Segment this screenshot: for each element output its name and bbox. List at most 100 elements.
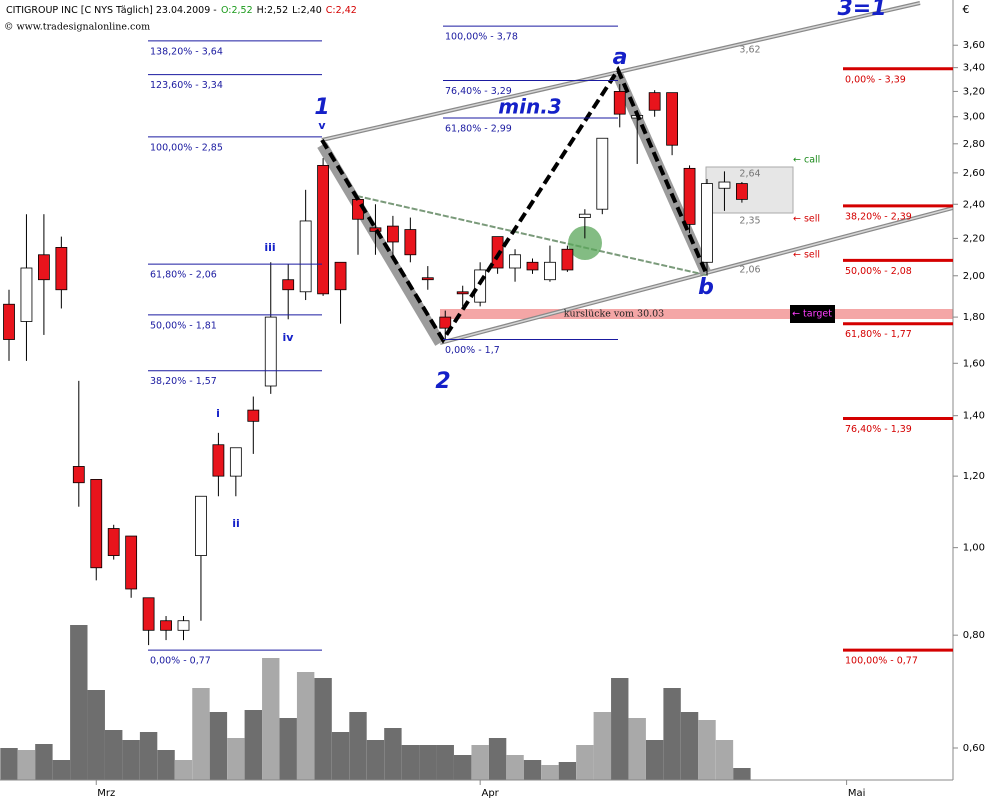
candle-body xyxy=(195,495,207,556)
candle-body xyxy=(90,479,103,569)
fib-label: 76,40% - 1,39 xyxy=(845,424,912,435)
breakout-marker xyxy=(568,226,602,260)
subwave-label: i xyxy=(216,407,220,420)
fib-label: 100,00% - 2,85 xyxy=(150,142,223,153)
volume-bar xyxy=(157,750,175,780)
candle-body xyxy=(666,92,678,146)
fib-label: 76,40% - 3,29 xyxy=(445,86,512,97)
y-tick-label: 3,60 xyxy=(963,40,985,51)
y-tick-label: 3,40 xyxy=(963,63,985,74)
candle-body xyxy=(177,620,190,631)
wave-path xyxy=(320,65,708,344)
volume-bar xyxy=(733,768,751,780)
volume-bar xyxy=(244,710,262,780)
volume-bar xyxy=(174,760,193,780)
candle-body xyxy=(334,261,347,291)
candle-body xyxy=(648,92,661,111)
wave-label: 1 xyxy=(314,95,329,120)
candle-body xyxy=(282,279,295,291)
volume-bar xyxy=(680,712,699,780)
volume-bar xyxy=(401,745,420,780)
fib-label: 100,00% - 3,78 xyxy=(445,32,518,43)
signal-call: ← call xyxy=(793,155,820,166)
candle-body xyxy=(107,528,120,556)
volume-bar xyxy=(523,760,542,780)
candle-body xyxy=(421,277,434,281)
y-tick-label: 1,40 xyxy=(963,411,985,422)
fib-label: 61,80% - 2,06 xyxy=(150,270,217,281)
candle-body xyxy=(474,269,487,303)
volume-bar xyxy=(506,755,524,780)
volume-bar xyxy=(192,688,210,780)
gap-band xyxy=(440,309,953,319)
candle-body xyxy=(404,229,417,256)
header: CITIGROUP INC [C NYS Täglich] 23.04.2009… xyxy=(6,5,357,16)
level-label: 2,64 xyxy=(739,169,760,180)
neckline xyxy=(356,195,707,276)
candle-body xyxy=(160,620,172,631)
volume-bar xyxy=(454,755,472,780)
y-tick-label: 1,20 xyxy=(963,471,985,482)
upper-channel-inner xyxy=(321,2,921,141)
y-tick-label: 2,00 xyxy=(963,271,985,282)
signal-sell: ← sell xyxy=(793,250,820,261)
candle-body xyxy=(386,225,399,243)
level-label: 2,06 xyxy=(739,265,760,276)
candle-body xyxy=(613,91,626,115)
level-label: 3,62 xyxy=(739,45,760,56)
y-tick-label: 2,60 xyxy=(963,168,985,179)
y-tick-label: 2,20 xyxy=(963,233,985,244)
fib-label: 38,20% - 1,57 xyxy=(150,376,217,387)
volume-bar xyxy=(279,718,297,780)
y-tick-label: 0,60 xyxy=(963,743,985,754)
candle-body xyxy=(142,597,155,631)
volume-bar xyxy=(715,740,734,780)
volume-bar xyxy=(471,745,489,780)
candle-body xyxy=(509,254,521,269)
fib-label: 61,80% - 2,99 xyxy=(445,124,512,135)
volume-bar xyxy=(663,688,681,780)
candle-body xyxy=(55,247,68,291)
x-tick-label: Mrz xyxy=(97,788,115,799)
y-tick-label: 1,60 xyxy=(963,358,985,369)
volume-bar xyxy=(331,732,350,780)
candle-body xyxy=(3,303,15,340)
y-tick-label: 2,40 xyxy=(963,199,985,210)
volume-bar xyxy=(645,740,664,780)
x-tick-label: Apr xyxy=(481,788,499,799)
fib-label: 0,00% - 3,39 xyxy=(845,74,906,85)
candle-body xyxy=(212,444,225,477)
volume-bar xyxy=(296,672,315,780)
header-part: O:2,52 xyxy=(221,5,253,16)
candle-body xyxy=(247,409,260,422)
subwave-label: v xyxy=(318,119,326,132)
volume-bar xyxy=(122,740,140,780)
candle-body xyxy=(72,466,85,484)
volume-bar xyxy=(593,712,611,780)
volume-bar xyxy=(227,738,245,780)
volume-bar xyxy=(262,658,280,780)
header-part: L:2,40 xyxy=(292,5,322,16)
volume-bar xyxy=(698,720,716,780)
header-part: C:2,42 xyxy=(326,5,357,16)
volume-bar xyxy=(488,738,507,780)
candle-body xyxy=(544,261,556,281)
candle-body xyxy=(299,220,312,293)
level-label: 2,35 xyxy=(739,216,760,227)
candle-body xyxy=(718,181,731,189)
candle-body xyxy=(229,447,242,477)
currency: € xyxy=(963,3,970,16)
wave-label: a xyxy=(613,45,628,70)
header-part: H:2,52 xyxy=(257,5,289,16)
fib-label: 50,00% - 2,08 xyxy=(845,266,912,277)
volume-bar xyxy=(541,765,559,780)
signal-sell: ← sell xyxy=(793,214,820,225)
gap-note: kurslücke vom 30.03 xyxy=(564,309,664,320)
y-tick-label: 2,80 xyxy=(963,139,985,150)
candle-body xyxy=(20,267,33,322)
volume-bar xyxy=(384,728,402,780)
wave-label: 3=1 xyxy=(837,0,886,21)
